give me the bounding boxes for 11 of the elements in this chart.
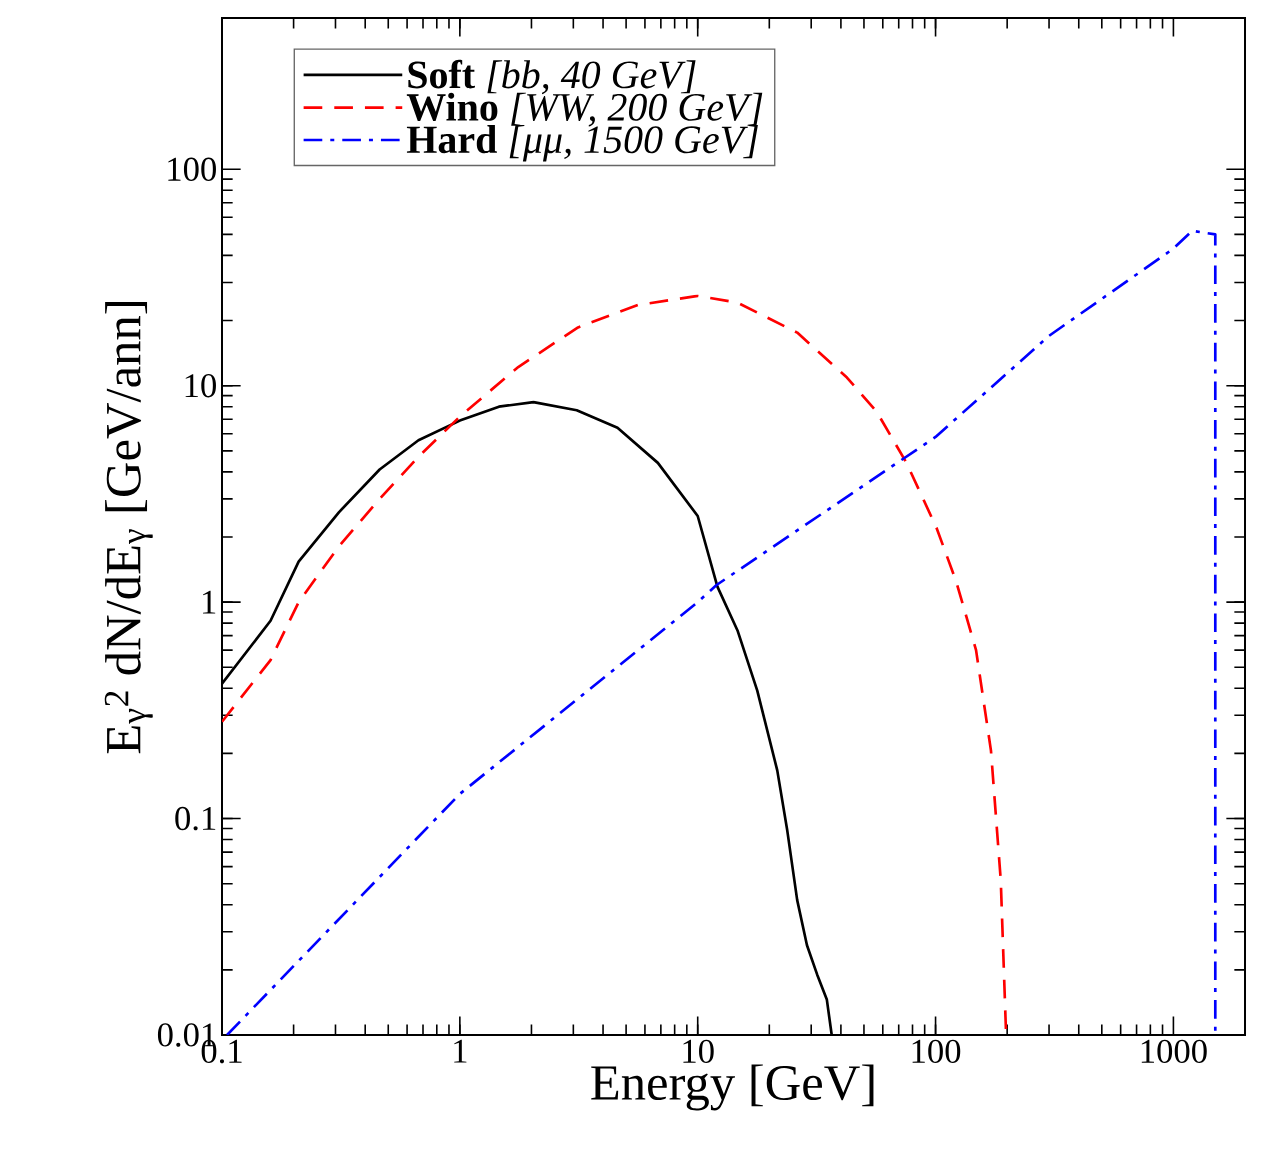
y-tick-label: 100	[168, 157, 216, 181]
x-tick-label: 1000	[1141, 1039, 1207, 1064]
x-axis-title: Energy [GeV]	[591, 1064, 874, 1111]
y-tick-label: 0.1	[175, 806, 216, 831]
x-tick-label: 10	[683, 1039, 714, 1064]
x-tick-label: 100	[912, 1039, 961, 1064]
y-tick-label: 1	[203, 590, 216, 614]
y-axis-title: E$_{γ}$$^{2}$ dN/dE$_{γ}$ [GeV/ann]	[104, 302, 153, 754]
x-tick-label: 1	[454, 1039, 467, 1063]
y-tick-label: 10	[185, 374, 216, 398]
legend-label: Hard [μμ, 1500 GeV]	[406, 125, 758, 162]
